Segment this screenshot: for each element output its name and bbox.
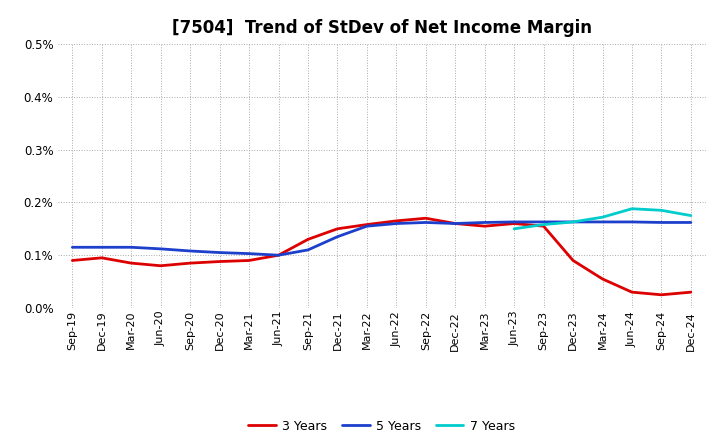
3 Years [97, 255, 106, 260]
5 Years [215, 250, 224, 255]
5 Years [657, 220, 666, 225]
5 Years [421, 220, 430, 225]
3 Years [274, 253, 283, 258]
7 Years [657, 208, 666, 213]
5 Years [333, 234, 342, 239]
Line: 5 Years: 5 Years [72, 222, 691, 255]
3 Years [333, 226, 342, 231]
5 Years [539, 219, 548, 224]
3 Years [156, 263, 165, 268]
Title: [7504]  Trend of StDev of Net Income Margin: [7504] Trend of StDev of Net Income Marg… [171, 19, 592, 37]
7 Years [539, 222, 548, 227]
5 Years [598, 219, 607, 224]
5 Years [451, 221, 459, 226]
5 Years [97, 245, 106, 250]
3 Years [657, 292, 666, 297]
3 Years [421, 216, 430, 221]
7 Years [598, 215, 607, 220]
5 Years [274, 253, 283, 258]
5 Years [186, 248, 194, 253]
3 Years [480, 224, 489, 229]
3 Years [127, 260, 135, 266]
5 Years [628, 219, 636, 224]
Line: 7 Years: 7 Years [514, 209, 691, 229]
3 Years [628, 290, 636, 295]
Line: 3 Years: 3 Years [72, 218, 691, 295]
5 Years [127, 245, 135, 250]
3 Years [569, 258, 577, 263]
5 Years [245, 251, 253, 256]
3 Years [68, 258, 76, 263]
3 Years [304, 237, 312, 242]
7 Years [687, 213, 696, 218]
5 Years [569, 219, 577, 224]
5 Years [156, 246, 165, 252]
5 Years [304, 247, 312, 253]
3 Years [363, 222, 372, 227]
3 Years [215, 259, 224, 264]
3 Years [451, 221, 459, 226]
3 Years [539, 224, 548, 229]
3 Years [687, 290, 696, 295]
5 Years [392, 221, 400, 226]
5 Years [363, 224, 372, 229]
3 Years [186, 260, 194, 266]
Legend: 3 Years, 5 Years, 7 Years: 3 Years, 5 Years, 7 Years [243, 414, 520, 437]
3 Years [392, 218, 400, 224]
7 Years [510, 226, 518, 231]
3 Years [598, 276, 607, 282]
7 Years [628, 206, 636, 211]
3 Years [245, 258, 253, 263]
5 Years [68, 245, 76, 250]
5 Years [510, 219, 518, 224]
7 Years [569, 219, 577, 224]
5 Years [687, 220, 696, 225]
5 Years [480, 220, 489, 225]
3 Years [510, 221, 518, 226]
